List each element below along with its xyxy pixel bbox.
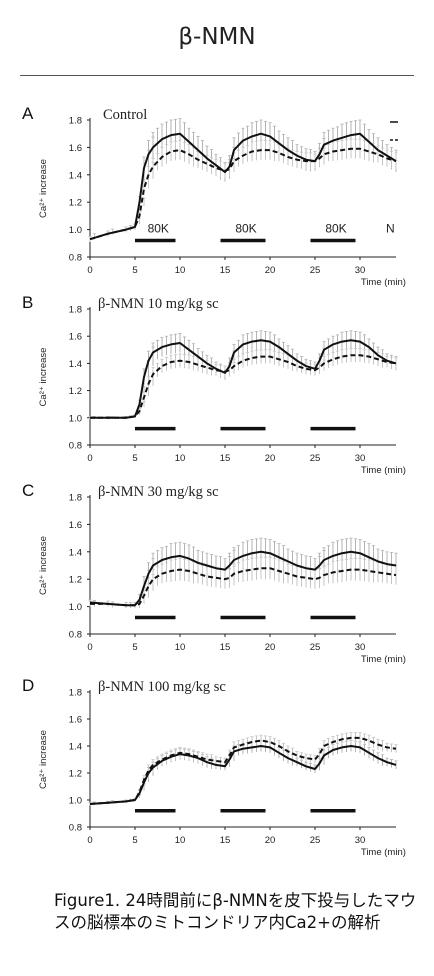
- stimulus-label: 80K: [235, 222, 256, 236]
- x-tick-label: 0: [87, 642, 92, 653]
- y-tick-label: 1.2: [69, 575, 82, 586]
- panel-letter-a: A: [22, 104, 34, 123]
- y-tick-label: 1.8: [69, 493, 82, 504]
- condition-label-d: β-NMN 100 mg/kg sc: [98, 679, 226, 695]
- y-tick-label: 0.8: [69, 441, 82, 452]
- x-tick-label: 15: [220, 835, 231, 846]
- y-tick-label: 1.0: [69, 413, 82, 424]
- x-tick-label: 15: [220, 265, 231, 276]
- panel-letter-d: D: [22, 676, 34, 695]
- title-divider: [20, 75, 414, 76]
- x-tick-label: 5: [132, 835, 137, 846]
- x-axis-label: Time (min): [361, 277, 406, 288]
- y-tick-label: 1.4: [69, 359, 82, 370]
- y-axis-label: Ca²⁺ increase: [38, 348, 49, 407]
- panel-letter-b: B: [22, 293, 33, 312]
- x-tick-label: 15: [220, 642, 231, 653]
- y-tick-label: 0.8: [69, 630, 82, 641]
- stimulus-label: 80K: [325, 222, 346, 236]
- y-tick-label: 1.2: [69, 769, 82, 780]
- y-tick-label: 1.4: [69, 742, 82, 753]
- y-tick-label: 1.0: [69, 225, 82, 236]
- x-tick-label: 25: [310, 265, 321, 276]
- y-axis-label: Ca²⁺ increase: [38, 730, 49, 789]
- x-tick-label: 20: [265, 453, 276, 464]
- x-tick-label: 10: [175, 642, 186, 653]
- condition-label-a: Control: [103, 107, 147, 123]
- series-line-solid: [89, 745, 397, 805]
- series-line-solid: [89, 132, 397, 241]
- x-tick-label: 25: [310, 835, 321, 846]
- stimulus-label: 80K: [148, 222, 169, 236]
- y-axis-label: Ca²⁺ increase: [38, 159, 49, 218]
- series-line-dashed: [89, 736, 397, 805]
- series-line-solid: [89, 550, 397, 607]
- y-tick-label: 1.6: [69, 520, 82, 531]
- y-tick-label: 1.4: [69, 170, 82, 181]
- y-axis-label: Ca²⁺ increase: [38, 536, 49, 595]
- x-tick-label: 10: [175, 265, 186, 276]
- x-tick-label: 5: [132, 642, 137, 653]
- x-tick-label: 10: [175, 835, 186, 846]
- y-tick-label: 1.2: [69, 386, 82, 397]
- y-tick-label: 1.0: [69, 796, 82, 807]
- y-tick-label: 0.8: [69, 823, 82, 834]
- x-tick-label: 30: [355, 642, 366, 653]
- x-axis-label: Time (min): [361, 654, 406, 665]
- series-line-dashed: [89, 147, 397, 241]
- x-tick-label: 25: [310, 453, 321, 464]
- x-tick-label: 25: [310, 642, 321, 653]
- y-tick-label: 1.6: [69, 332, 82, 343]
- x-tick-label: 5: [132, 453, 137, 464]
- x-tick-label: 0: [87, 453, 92, 464]
- x-tick-label: 20: [265, 642, 276, 653]
- condition-label-b: β-NMN 10 mg/kg sc: [98, 296, 219, 312]
- x-tick-label: 30: [355, 835, 366, 846]
- x-tick-label: 30: [355, 265, 366, 276]
- x-axis-label: Time (min): [361, 465, 406, 476]
- y-tick-label: 0.8: [69, 253, 82, 264]
- y-tick-label: 1.8: [69, 305, 82, 316]
- y-tick-label: 1.4: [69, 547, 82, 558]
- y-tick-label: 1.6: [69, 143, 82, 154]
- x-tick-label: 20: [265, 265, 276, 276]
- series-line-solid: [90, 339, 397, 419]
- condition-label-c: β-NMN 30 mg/kg sc: [98, 484, 219, 500]
- x-tick-label: 20: [265, 835, 276, 846]
- x-axis-label: Time (min): [361, 847, 406, 858]
- y-tick-label: 1.0: [69, 602, 82, 613]
- x-tick-label: 15: [220, 453, 231, 464]
- y-tick-label: 1.8: [69, 116, 82, 127]
- x-tick-label: 0: [87, 265, 92, 276]
- x-tick-label: 0: [87, 835, 92, 846]
- y-tick-label: 1.8: [69, 688, 82, 699]
- x-tick-label: 5: [132, 265, 137, 276]
- series-line-dashed: [90, 567, 397, 607]
- series-line-dashed: [90, 354, 397, 419]
- x-tick-label: 30: [355, 453, 366, 464]
- y-tick-label: 1.2: [69, 198, 82, 209]
- page-title: β-NMN: [178, 24, 256, 50]
- figure-caption: Figure1. 24時間前にβ-NMNを皮下投与したマウスの脳標本のミトコンド…: [54, 891, 417, 932]
- y-tick-label: 1.6: [69, 715, 82, 726]
- panel-letter-c: C: [22, 481, 34, 500]
- x-tick-label: 10: [175, 453, 186, 464]
- partial-label-n: N: [386, 222, 395, 236]
